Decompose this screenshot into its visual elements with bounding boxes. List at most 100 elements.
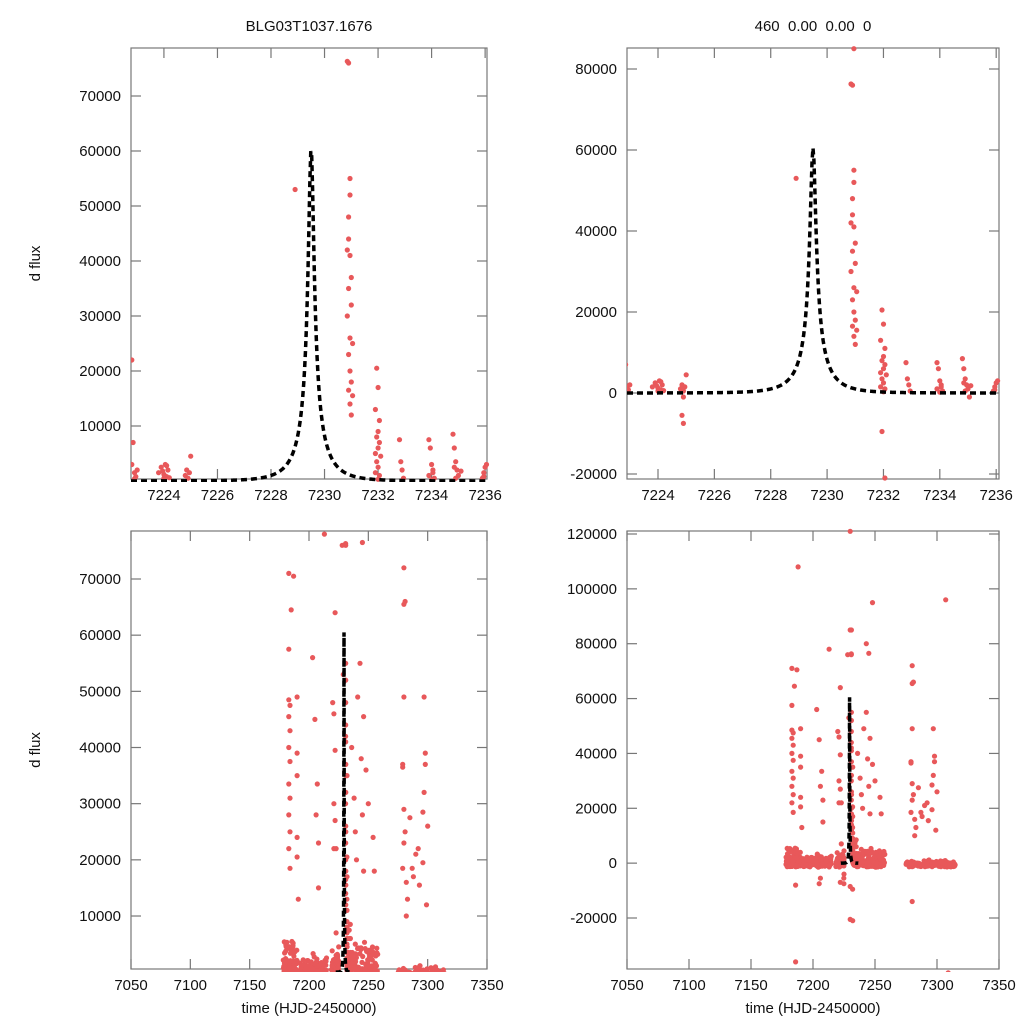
- data-point: [878, 384, 884, 390]
- data-point: [330, 971, 333, 972]
- data-point: [922, 862, 928, 869]
- data-point: [851, 285, 857, 291]
- data-point: [834, 850, 840, 856]
- data-point: [287, 974, 292, 979]
- data-point: [374, 950, 380, 956]
- data-point: [372, 450, 378, 457]
- data-point: [847, 627, 853, 633]
- data-point: [400, 971, 405, 972]
- data-point: [929, 782, 935, 788]
- data-point: [932, 860, 938, 866]
- data-point: [847, 916, 853, 923]
- data-point: [333, 975, 338, 980]
- data-point: [331, 972, 336, 977]
- x-tick-label: 7350: [470, 977, 503, 994]
- data-point: [359, 959, 365, 966]
- data-point: [654, 383, 660, 389]
- data-point: [929, 807, 935, 813]
- data-point: [869, 600, 876, 606]
- y-tick-label: 60000: [79, 627, 121, 644]
- data-point: [348, 412, 354, 418]
- x-tick-label: 7228: [754, 487, 787, 504]
- data-point: [294, 750, 300, 756]
- x-tick-label: 7300: [920, 977, 953, 994]
- data-point: [396, 972, 401, 977]
- data-point: [828, 855, 834, 861]
- model-curve: [335, 632, 353, 972]
- data-point: [398, 459, 404, 465]
- x-axis-label: time (HJD-2450000): [241, 1000, 376, 1017]
- data-point: [837, 786, 843, 792]
- data-point: [627, 362, 629, 367]
- data-point: [336, 961, 342, 967]
- data-point: [798, 794, 804, 800]
- data-point: [906, 382, 912, 388]
- data-point: [349, 952, 355, 958]
- data-point: [909, 898, 915, 905]
- data-point: [288, 607, 294, 613]
- data-point: [880, 321, 887, 327]
- data-point: [400, 974, 405, 979]
- data-point: [321, 531, 327, 537]
- panels: 7224 7226 7228 7230 7232 7234 7236 10000 20000 30…: [27, 46, 1016, 1017]
- data-point: [879, 376, 885, 382]
- data-point: [931, 759, 938, 765]
- data-point: [858, 846, 864, 853]
- data-point: [420, 860, 426, 866]
- data-point: [350, 393, 356, 399]
- data-point: [352, 941, 358, 947]
- data-point: [345, 971, 350, 972]
- data-point: [658, 379, 664, 385]
- data-point: [959, 356, 966, 362]
- data-point: [807, 863, 814, 869]
- data-point: [287, 702, 293, 709]
- data-point: [904, 376, 911, 382]
- y-tick-label: 10000: [79, 908, 121, 925]
- data-point: [790, 742, 796, 748]
- data-point: [863, 641, 869, 647]
- y-axis-label: d flux: [27, 245, 44, 281]
- data-point: [858, 792, 865, 798]
- data-point: [680, 420, 687, 426]
- data-point: [429, 967, 435, 972]
- data-point: [367, 969, 373, 972]
- data-point: [330, 700, 336, 706]
- data-point: [863, 709, 869, 715]
- data-point: [818, 854, 824, 860]
- data-point: [374, 365, 380, 371]
- y-tick-label: 20000: [575, 304, 617, 321]
- data-point: [286, 781, 292, 787]
- x-tick-label: 7234: [923, 487, 956, 504]
- x-tick-label: 7250: [352, 977, 385, 994]
- data-point: [365, 801, 371, 807]
- panel-top-right: 7224 7226 7228 7230 7232 7234 7236 -20000 0 20000…: [570, 46, 1013, 504]
- data-point: [401, 806, 407, 812]
- data-point: [795, 564, 801, 570]
- data-point: [334, 972, 339, 977]
- data-point: [852, 317, 858, 323]
- data-point: [402, 973, 407, 978]
- panel-bottom-left: 7050 7100 7150 7200 7250 7300 7350 10000 20000 30…: [27, 530, 504, 1017]
- data-point: [857, 775, 863, 781]
- data-point: [909, 726, 915, 732]
- x-tick-label: 7228: [254, 487, 287, 504]
- data-point: [413, 851, 419, 857]
- data-point: [937, 378, 943, 384]
- data-point: [298, 971, 303, 972]
- data-point: [372, 963, 378, 970]
- data-point: [679, 412, 685, 418]
- data-point: [851, 224, 857, 230]
- data-point: [401, 972, 406, 977]
- data-point: [851, 309, 857, 315]
- data-point: [284, 970, 290, 972]
- data-point: [837, 879, 843, 885]
- data-point: [813, 862, 819, 869]
- data-point: [882, 362, 888, 368]
- data-point: [865, 756, 871, 762]
- data-point: [440, 969, 446, 972]
- data-point: [287, 728, 293, 734]
- data-point: [622, 301, 627, 306]
- data-point: [789, 702, 795, 709]
- data-point: [284, 976, 289, 981]
- model-curve: [627, 147, 999, 395]
